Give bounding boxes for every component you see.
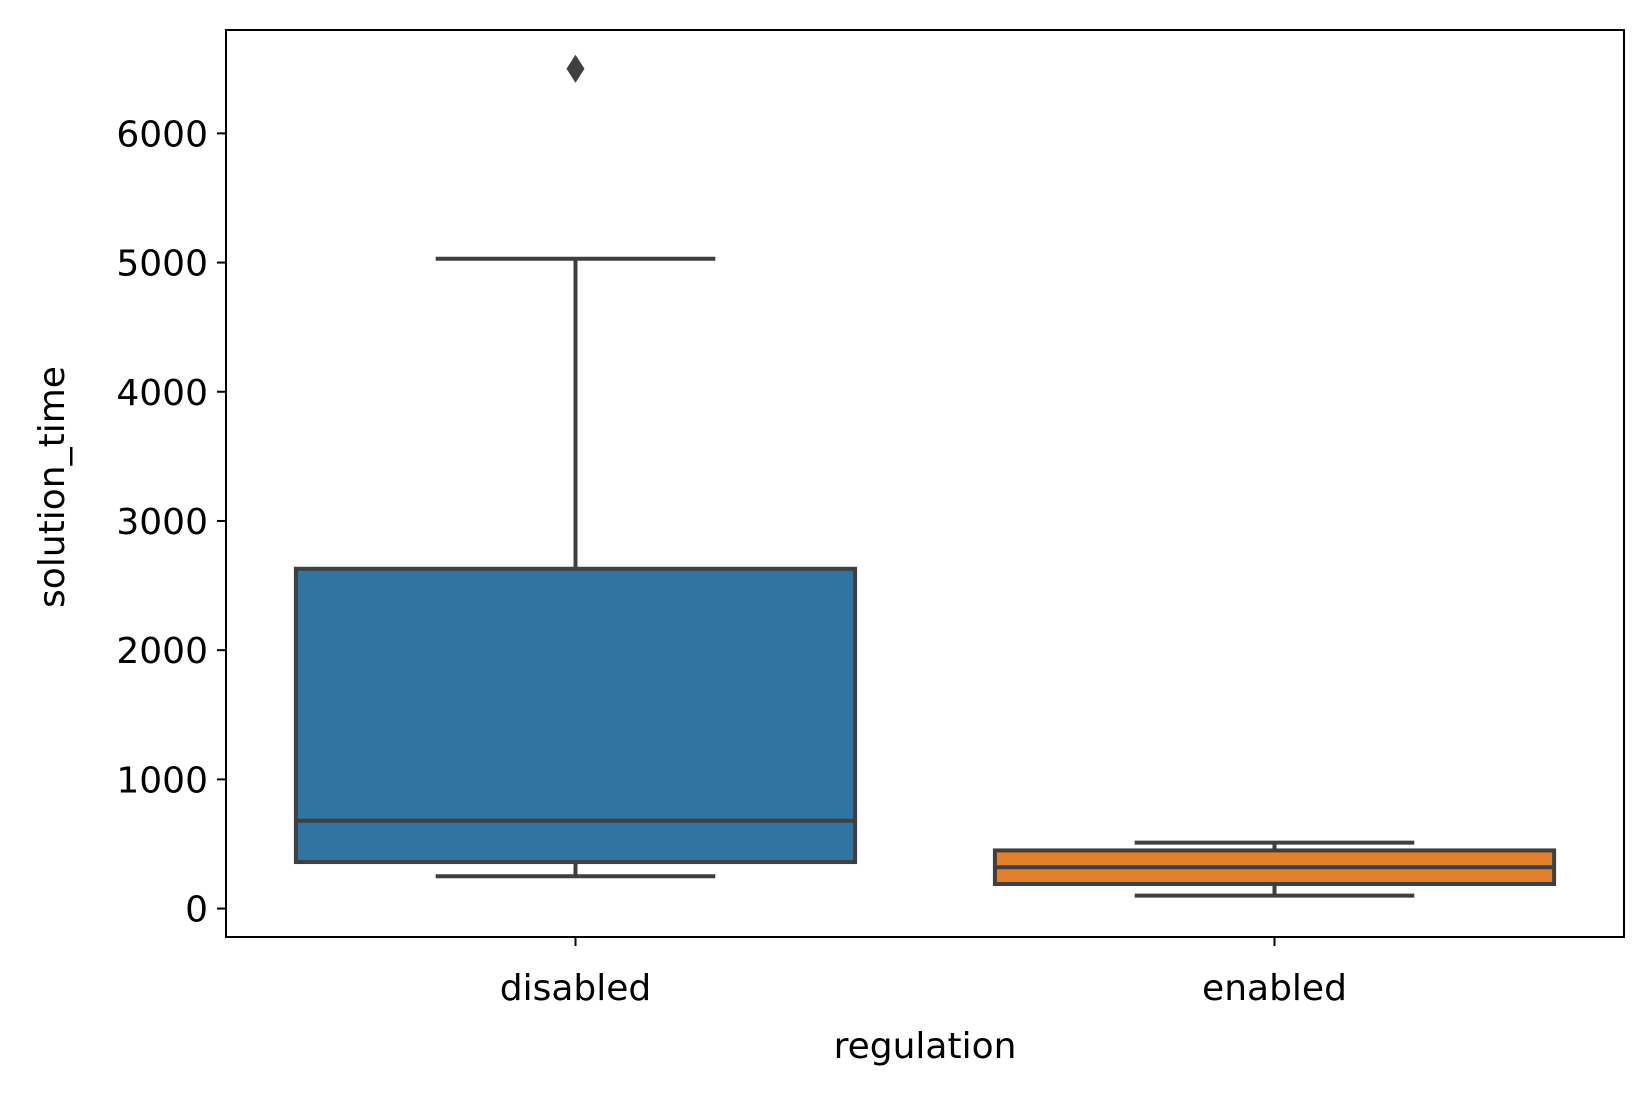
axes-frame — [225, 29, 1625, 938]
box-enabled — [992, 840, 1557, 898]
outlier-point — [566, 54, 585, 83]
plot-marks — [293, 54, 1557, 898]
y-tick-label: 6000 — [116, 114, 208, 155]
y-tick-label: 0 — [185, 890, 208, 931]
y-axis-label: solution_time — [32, 366, 73, 608]
x-tick-label: disabled — [500, 968, 652, 1009]
x-tick-label: enabled — [1202, 968, 1347, 1009]
y-tick-label: 5000 — [116, 244, 208, 285]
y-tick-label: 3000 — [116, 502, 208, 543]
y-tick-label: 2000 — [116, 631, 208, 672]
y-tick-label: 1000 — [116, 760, 208, 801]
x-axis-label: regulation — [834, 1026, 1017, 1067]
y-axis-ticks: 0 1000 2000 3000 4000 5000 6000 — [116, 114, 226, 931]
x-axis-ticks: disabled enabled — [500, 937, 1347, 1009]
iqr-box — [293, 566, 858, 865]
box-disabled — [293, 54, 858, 879]
y-tick-label: 4000 — [116, 373, 208, 414]
